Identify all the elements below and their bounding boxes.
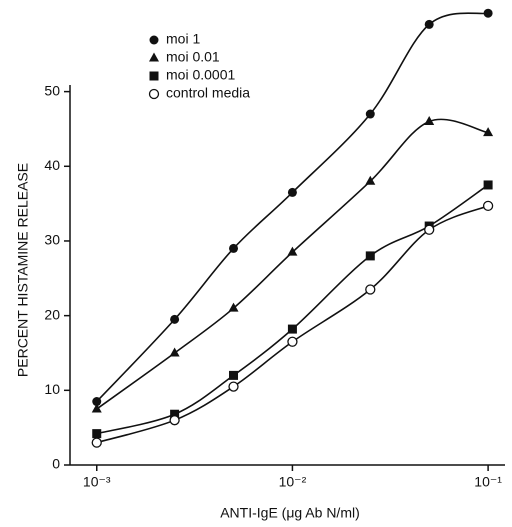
y-tick-label: 0 [52,456,60,472]
data-point [424,224,435,235]
legend-label: moi 0.01 [166,49,220,65]
data-point [424,19,434,29]
y-tick-label: 40 [44,157,60,173]
data-point [482,200,494,212]
data-point [92,429,102,439]
data-point [229,370,239,380]
data-point [228,302,239,312]
legend-marker [149,71,159,81]
y-tick-label: 10 [44,381,60,397]
data-point [287,246,298,256]
data-point [91,437,102,448]
legend-label: moi 1 [166,31,200,47]
y-tick-label: 50 [44,82,60,98]
data-point [365,251,375,261]
x-tick-label: 10⁻³ [83,474,111,490]
series-line [96,205,489,444]
legend-marker [149,35,159,45]
data-point [92,397,102,407]
data-point [170,409,180,419]
data-point [169,415,180,426]
x-axis-label: ANTI-IgE (μg Ab N/ml) [220,505,360,521]
data-point [365,175,376,185]
legend-label: control media [166,85,250,101]
y-tick-label: 30 [44,232,60,248]
series-line [96,118,489,410]
data-point [170,314,180,324]
data-point [365,284,376,295]
legend-marker [149,52,159,62]
data-point [287,187,297,197]
data-point [91,403,102,413]
x-tick-label: 10⁻² [279,474,307,490]
y-tick-label: 20 [44,306,60,322]
data-point [287,336,298,347]
data-point [483,8,493,18]
data-point [424,115,435,125]
legend-marker [148,88,160,100]
data-point [229,243,239,253]
y-axis-label: PERCENT HISTAMINE RELEASE [15,163,31,377]
legend-label: moi 0.0001 [166,67,235,83]
data-point [228,381,239,392]
x-tick-label: 10⁻¹ [474,474,502,490]
data-point [483,180,493,190]
data-point [169,347,180,357]
data-point [365,109,375,119]
data-point [483,127,494,137]
data-point [287,324,297,334]
